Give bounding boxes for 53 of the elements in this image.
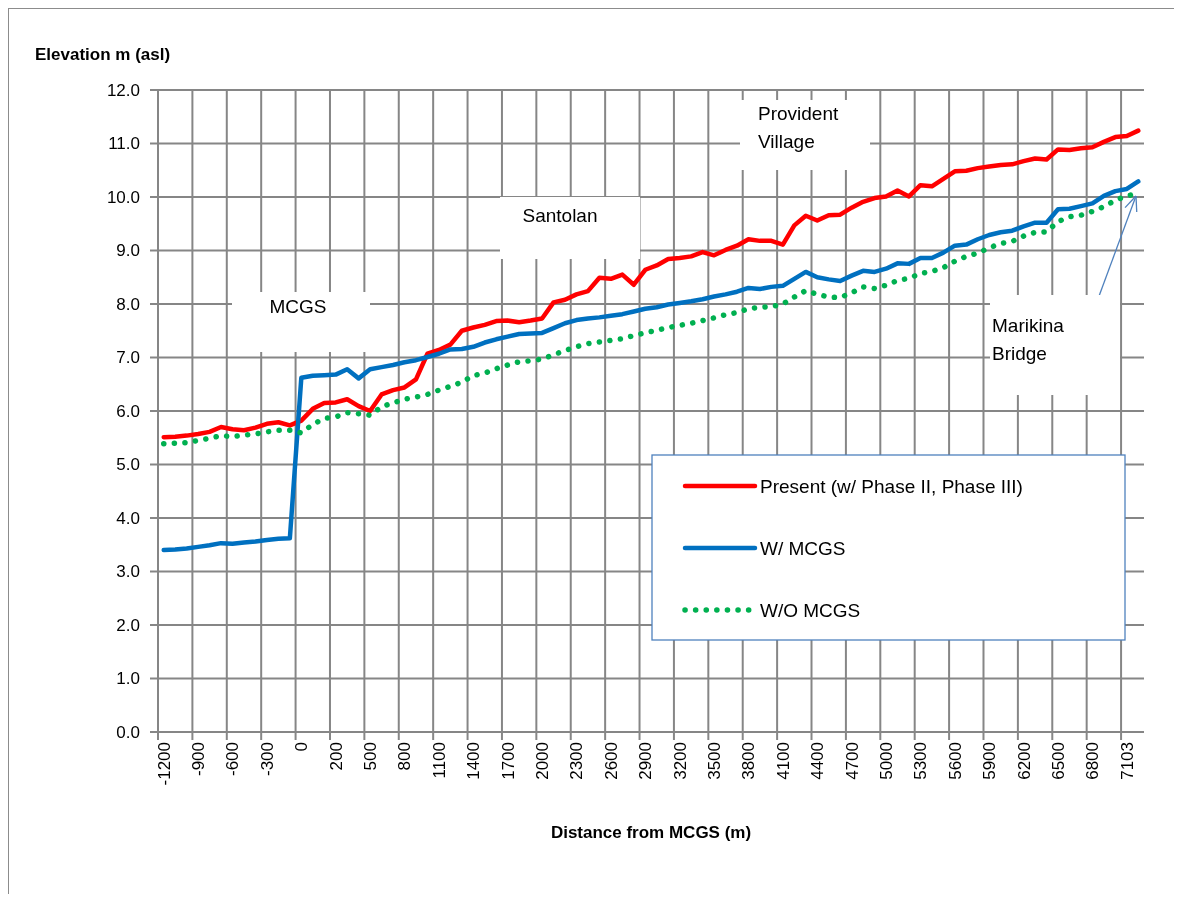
y-tick-label: 11.0	[108, 134, 140, 154]
y-tick-label: 9.0	[116, 241, 140, 261]
y-tick-label: 7.0	[116, 348, 140, 368]
y-tick-label: 4.0	[116, 508, 140, 528]
x-tick-label: 5000	[876, 742, 896, 780]
x-tick-label: 4100	[773, 742, 793, 780]
x-tick-label: 6500	[1048, 742, 1068, 780]
x-tick-label: 2000	[533, 742, 553, 780]
y-tick-label: 2.0	[116, 615, 140, 635]
x-tick-label: -300	[257, 742, 277, 777]
y-tick-label: 10.0	[106, 187, 140, 207]
x-tick-label: 6200	[1014, 742, 1034, 780]
x-tick-label: 800	[395, 742, 415, 771]
x-axis-title: Distance from MCGS (m)	[550, 823, 752, 842]
legend-label: W/O MCGS	[760, 599, 861, 621]
x-tick-label: 2900	[636, 742, 656, 780]
annotation: Santolan	[522, 205, 598, 226]
y-tick-label: 3.0	[116, 562, 140, 582]
x-tick-label: 2300	[567, 742, 587, 780]
x-tick-label: -900	[189, 742, 209, 777]
line-series	[161, 179, 1141, 553]
x-tick-label: 1100	[429, 742, 449, 779]
x-tick-label: 7103	[1117, 742, 1137, 780]
line-series	[161, 128, 1141, 440]
y-tick-label: 12.0	[106, 80, 140, 100]
x-tick-label: 3800	[739, 742, 759, 780]
y-tick-label: 6.0	[116, 401, 140, 421]
annotation: Provident Village	[758, 103, 839, 152]
x-tick-label: -600	[223, 742, 243, 777]
y-tick-label: 0.0	[116, 722, 140, 742]
x-tick-label: 200	[326, 742, 346, 771]
x-tick-label: 3200	[670, 742, 690, 780]
x-tick-label: 0	[292, 742, 312, 752]
y-axis-title: Elevation m (asl)	[35, 45, 171, 64]
annotation: MCGS	[269, 296, 327, 317]
x-tick-label: 6800	[1083, 742, 1103, 780]
annotation: Marikina Bridge	[992, 315, 1065, 364]
x-tick-label: -1200	[154, 742, 174, 786]
x-tick-label: 5600	[945, 742, 965, 780]
x-tick-label: 4400	[808, 742, 828, 780]
y-tick-label: 8.0	[116, 294, 140, 314]
x-tick-label: 3500	[705, 742, 725, 780]
x-tick-label: 1700	[498, 742, 518, 780]
x-tick-label: 2600	[601, 742, 621, 780]
legend-label: Present (w/ Phase II, Phase III)	[760, 475, 1023, 497]
y-tick-label: 5.0	[116, 455, 140, 475]
x-tick-label: 5900	[980, 742, 1000, 780]
x-tick-label: 4700	[842, 742, 862, 780]
x-tick-label: 1400	[464, 742, 484, 780]
legend-label: W/ MCGS	[760, 537, 846, 559]
y-tick-label: 1.0	[116, 669, 140, 689]
x-tick-label: 5300	[911, 742, 931, 780]
x-tick-label: 500	[361, 742, 381, 771]
